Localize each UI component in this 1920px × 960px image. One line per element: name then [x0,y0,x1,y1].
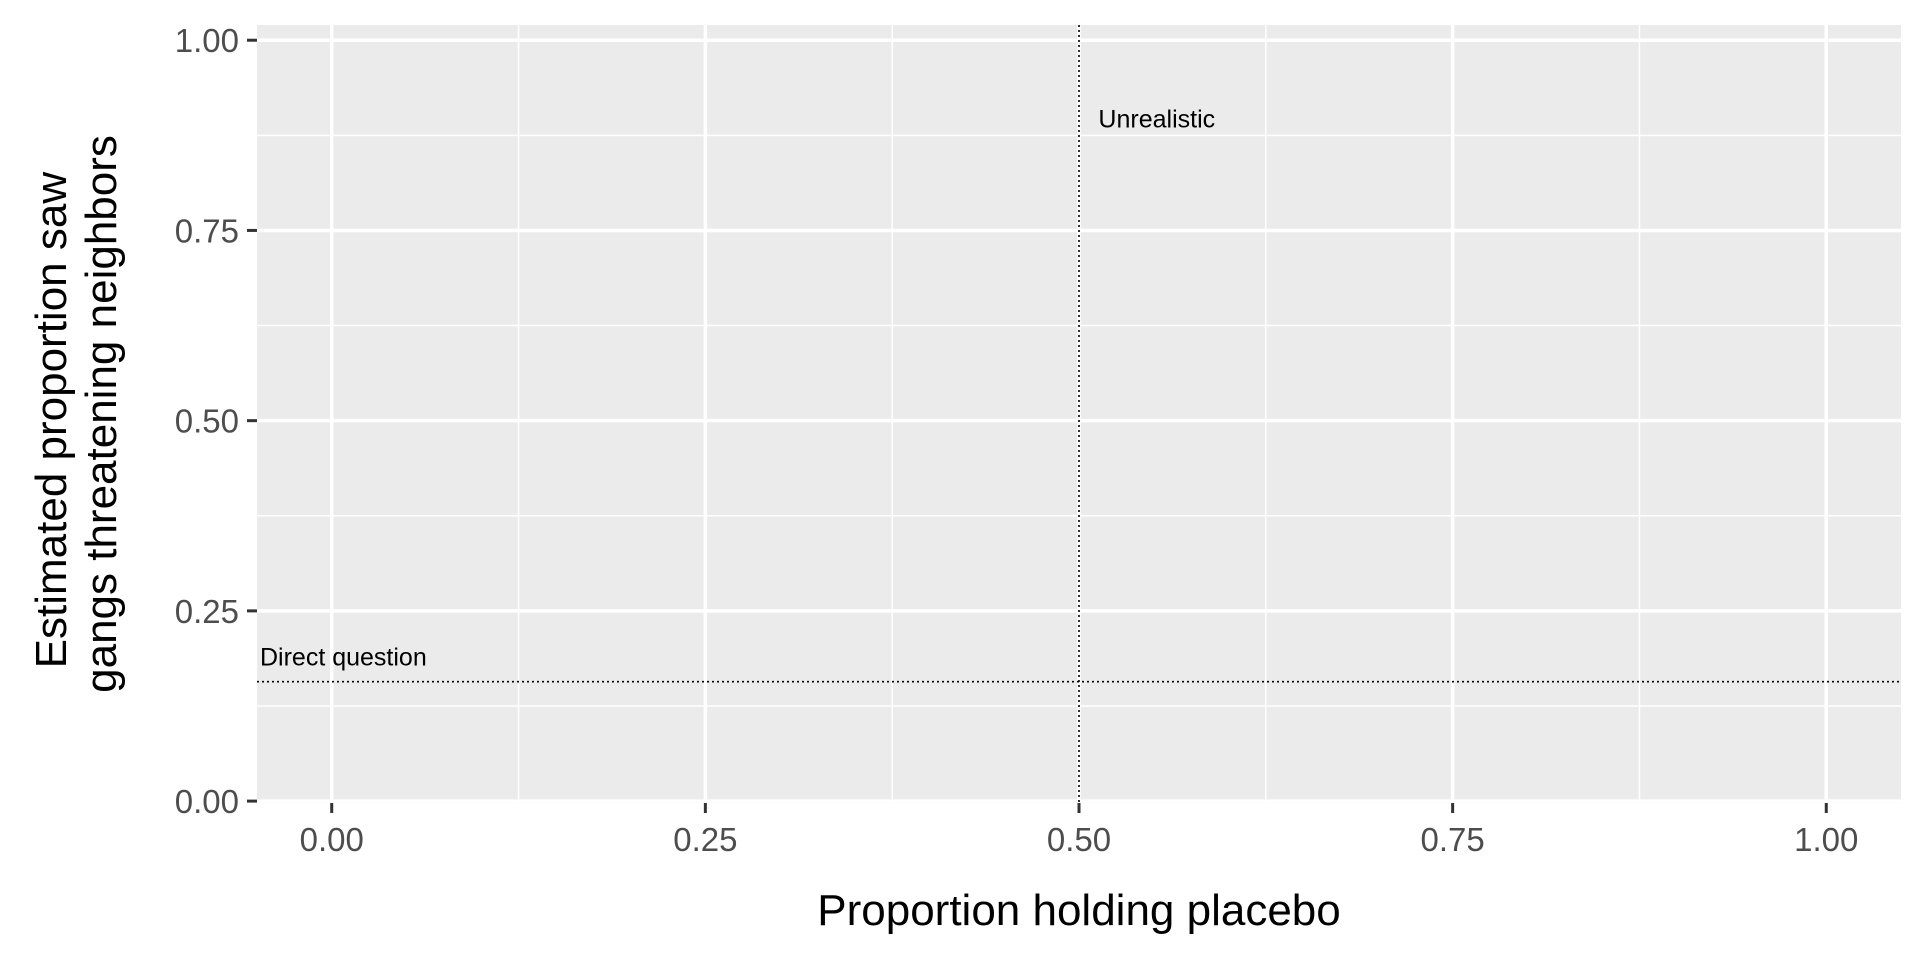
x-tick-label: 0.75 [1421,821,1485,858]
y-tick-label: 0.50 [175,403,239,440]
annotations: Direct question Unrealistic [260,106,1215,672]
x-axis: 0.00 0.25 0.50 0.75 1.00 [300,803,1858,858]
annotation-label: Unrealistic [1098,106,1215,134]
y-tick-label: 0.00 [175,783,239,820]
x-tick-label: 0.00 [300,821,364,858]
y-axis-title-line-1: Estimated proportion saw [27,172,76,669]
annotation-label: Direct question [260,644,427,672]
x-tick-label: 0.50 [1047,821,1111,858]
y-axis-title-line-2: gangs threatening neighbors [77,135,126,693]
y-axis: 0.00 0.25 0.50 0.75 1.00 [175,22,257,820]
y-tick-label: 1.00 [175,22,239,59]
y-tick-label: 0.75 [175,212,239,249]
reference-lines [257,25,1901,803]
x-tick-label: 1.00 [1794,821,1858,858]
x-tick-label: 0.25 [673,821,737,858]
y-axis-title: Estimated proportion saw gangs threateni… [27,135,126,693]
y-tick-label: 0.25 [175,593,239,630]
x-axis-title: Proportion holding placebo [817,886,1341,935]
